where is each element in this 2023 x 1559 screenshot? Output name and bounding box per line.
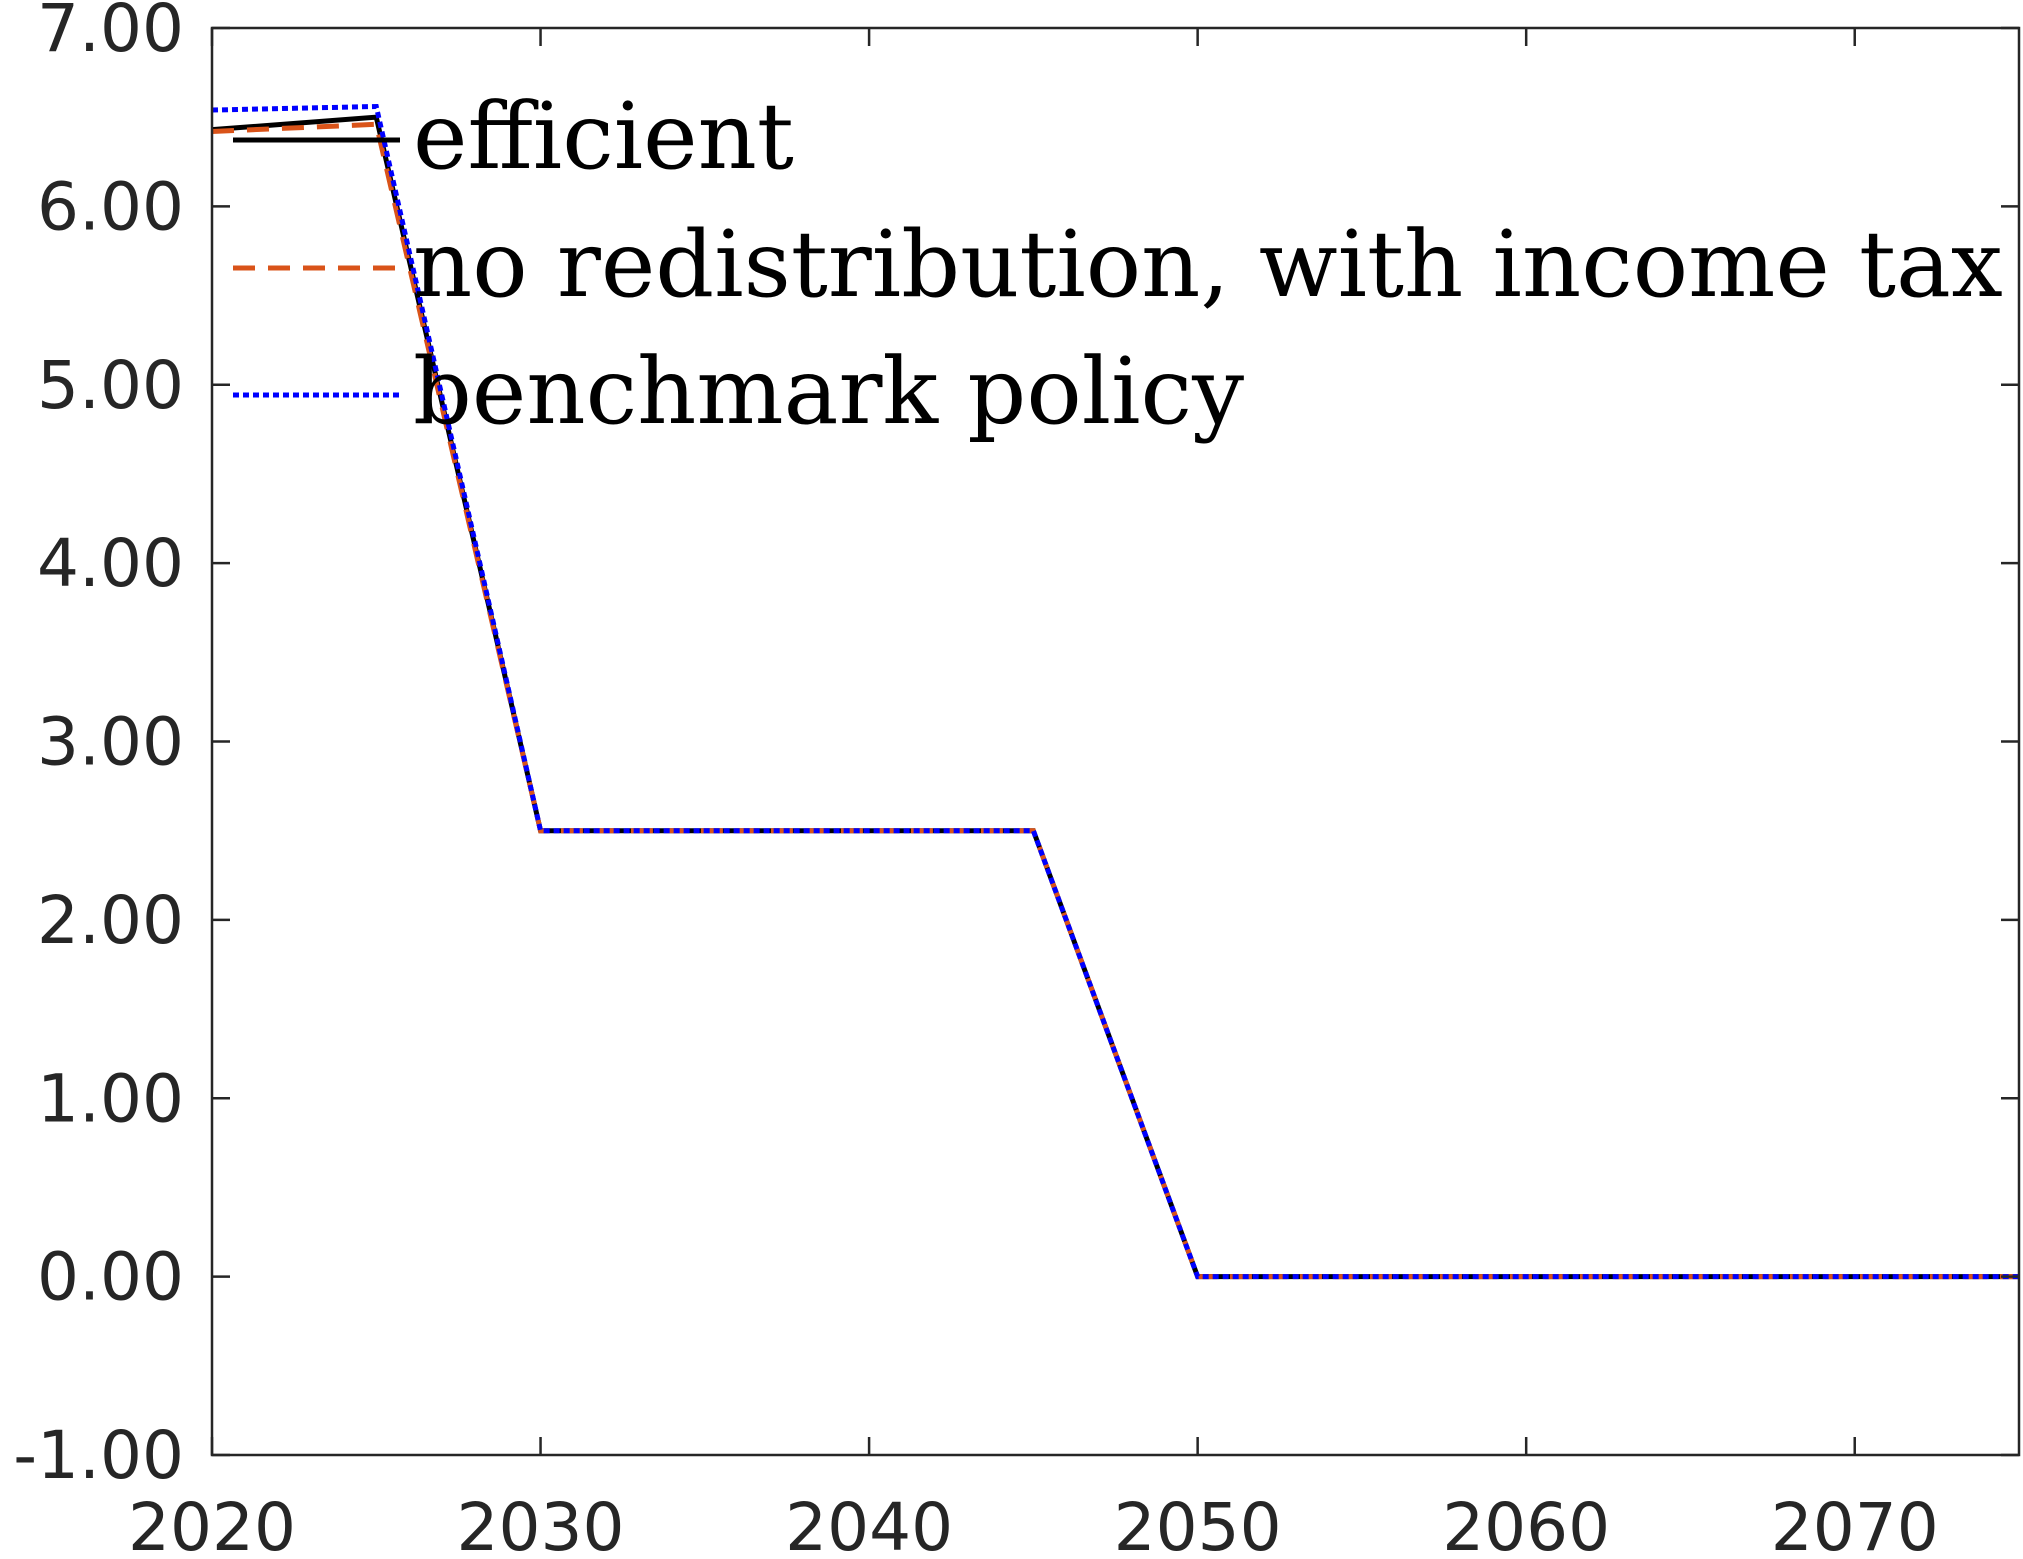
x-tick-label: 2060: [1442, 1489, 1610, 1554]
axes-layer: 2020 2030 2040 2050 2060 2070 -1.00 0.00 1.00 2.0…: [13, 0, 2021, 1559]
plot-background: [212, 28, 2019, 1455]
y-tick-label: 4.00: [37, 525, 184, 602]
y-tick-label: -1.00: [13, 1417, 184, 1494]
y-tick-label: 1.00: [37, 1060, 184, 1137]
legend-label: efficient: [413, 83, 794, 190]
y-tick-label: 3.00: [37, 704, 184, 781]
y-tick-label: 5.00: [37, 347, 184, 424]
x-tick-label: 2030: [457, 1489, 625, 1554]
legend-label: no redistribution, with income tax: [413, 211, 2003, 318]
y-tick-label: 6.00: [37, 168, 184, 245]
legend-label: benchmark policy: [413, 338, 1244, 445]
y-tick-label: 7.00: [37, 0, 184, 67]
x-tick-label: 2070: [1771, 1489, 1939, 1554]
series-layer: [211, 103, 2019, 1280]
series-line-3: [211, 103, 2019, 1280]
legend: efficient no redistribution, with income …: [233, 83, 2003, 445]
y-tick-label: 2.00: [37, 882, 184, 959]
x-tick-label: 2020: [128, 1489, 296, 1554]
x-tick-label: 2040: [785, 1489, 953, 1554]
y-tick-label: 0.00: [37, 1239, 184, 1316]
x-tick-label: 2050: [1114, 1489, 1282, 1554]
